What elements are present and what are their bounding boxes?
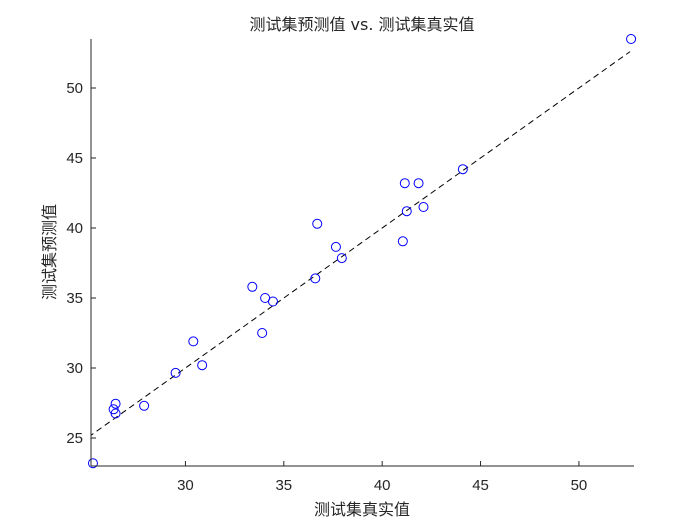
data-point	[401, 206, 412, 217]
y-axis: 25 30 35 40 45 50	[66, 39, 96, 466]
y-tick-label: 25	[66, 430, 83, 447]
data-point	[139, 400, 150, 411]
data-point	[257, 328, 268, 338]
x-tick-label: 40	[374, 477, 391, 494]
data-point	[626, 34, 637, 44]
x-axis-label: 测试集真实值	[314, 500, 410, 519]
data-point	[336, 253, 347, 264]
data-point	[418, 202, 429, 212]
data-point	[110, 408, 121, 419]
data-point	[188, 336, 199, 347]
chart-title: 测试集预测值 vs. 测试集真实值	[249, 15, 474, 34]
y-tick-label: 50	[66, 80, 83, 97]
y-tick-label: 35	[66, 290, 83, 307]
x-tick-label: 45	[472, 477, 489, 494]
y-tick-label: 45	[66, 150, 83, 167]
reference-line	[91, 51, 631, 436]
data-point	[413, 178, 424, 189]
data-point	[397, 236, 408, 247]
x-tick-label: 35	[275, 477, 292, 494]
x-tick-label: 30	[177, 477, 194, 494]
data-point	[87, 458, 98, 469]
data-point	[267, 296, 278, 307]
plot-area	[87, 34, 637, 469]
data-point	[197, 360, 208, 371]
data-point	[247, 281, 258, 292]
x-axis: 30 35 40 45 50	[91, 461, 634, 494]
data-point	[330, 241, 341, 252]
y-tick-label: 30	[66, 360, 83, 377]
data-point	[312, 218, 323, 229]
data-point	[399, 178, 410, 189]
data-point	[110, 398, 121, 409]
data-point	[457, 164, 468, 175]
data-point	[170, 367, 181, 378]
x-tick-label: 50	[571, 477, 588, 494]
y-tick-label: 40	[66, 220, 83, 237]
y-axis-label: 测试集预测值	[40, 204, 59, 300]
data-point	[310, 273, 321, 284]
